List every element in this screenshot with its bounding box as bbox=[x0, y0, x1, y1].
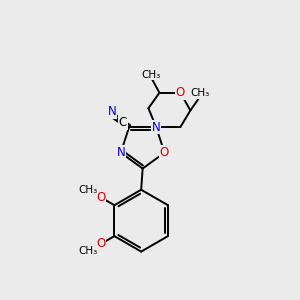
Text: N: N bbox=[116, 146, 125, 159]
Text: O: O bbox=[97, 191, 106, 204]
Text: CH₃: CH₃ bbox=[190, 88, 209, 98]
Text: O: O bbox=[160, 146, 169, 159]
Text: N: N bbox=[108, 105, 117, 118]
Text: CH₃: CH₃ bbox=[78, 246, 98, 256]
Text: O: O bbox=[97, 237, 106, 250]
Text: CH₃: CH₃ bbox=[142, 70, 161, 80]
Text: N: N bbox=[152, 121, 161, 134]
Text: O: O bbox=[176, 86, 185, 99]
Text: C: C bbox=[118, 116, 127, 129]
Text: CH₃: CH₃ bbox=[78, 185, 98, 195]
